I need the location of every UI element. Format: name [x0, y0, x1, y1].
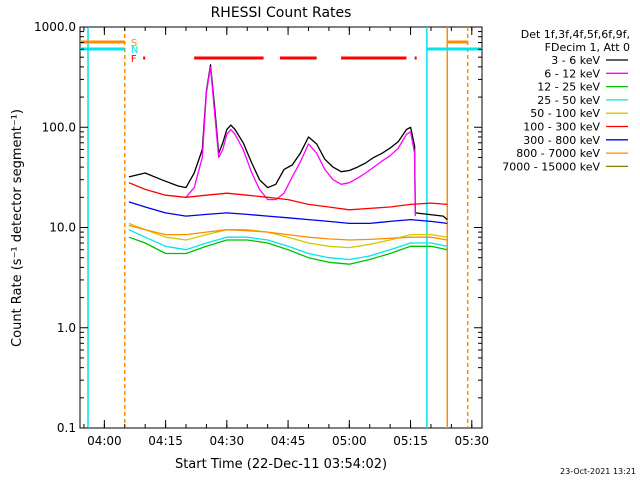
- flag-label-s: S: [131, 38, 137, 49]
- y-tick-label-2: 10.0: [49, 221, 76, 235]
- legend-entry-2: 12 - 25 keV: [537, 81, 600, 94]
- series-line-3: [128, 229, 448, 261]
- series-line-4: [128, 222, 448, 249]
- x-tick-label-5: 05:15: [393, 434, 428, 448]
- legend-header-1: FDecim 1, Att 0: [545, 41, 630, 54]
- legend-header-0: Det 1f,3f,4f,5f,6f,9f,: [521, 28, 630, 41]
- legend-entry-3: 25 - 50 keV: [537, 94, 600, 107]
- legend-entry-8: 7000 - 15000 keV: [502, 160, 600, 173]
- flag-label-f: F: [131, 54, 137, 65]
- legend-entry-7: 800 - 7000 keV: [516, 147, 600, 160]
- footer-date: 23-Oct-2021 13:21: [560, 467, 636, 476]
- x-tick-label-3: 04:45: [271, 434, 306, 448]
- x-axis: 04:00 04:15 04:30 04:45 05:00 05:15 05:30: [83, 27, 489, 448]
- legend-entry-6: 300 - 800 keV: [523, 134, 600, 147]
- x-tick-label-6: 05:30: [454, 434, 489, 448]
- y-axis: 0.1 1.0 10.0 100.0 1000.0: [34, 20, 482, 435]
- series-lines: [128, 64, 448, 265]
- legend: Det 1f,3f,4f,5f,6f,9f,FDecim 1, Att 03 -…: [502, 28, 630, 173]
- flag-bars: SNF: [80, 38, 482, 65]
- y-tick-label-3: 100.0: [42, 120, 76, 134]
- series-line-7: [128, 224, 448, 241]
- series-line-6: [128, 201, 448, 225]
- legend-entry-4: 50 - 100 keV: [530, 107, 600, 120]
- series-line-5: [128, 182, 448, 211]
- x-tick-label-2: 04:30: [210, 434, 245, 448]
- x-tick-label-0: 04:00: [87, 434, 122, 448]
- y-axis-label: Count Rate (s⁻¹ detector segment⁻¹): [10, 109, 25, 347]
- legend-entry-0: 3 - 6 keV: [551, 54, 600, 67]
- series-line-1: [185, 66, 416, 217]
- y-tick-label-4: 1000.0: [34, 20, 76, 34]
- series-line-2: [128, 236, 448, 265]
- legend-entry-5: 100 - 300 keV: [523, 121, 600, 134]
- x-tick-label-4: 05:00: [332, 434, 367, 448]
- vertical-markers: [87, 27, 469, 428]
- chart-title: RHESSI Count Rates: [211, 5, 352, 21]
- x-tick-label-1: 04:15: [148, 434, 183, 448]
- legend-entry-1: 6 - 12 keV: [544, 67, 600, 80]
- y-tick-label-1: 1.0: [57, 321, 76, 335]
- flag-label-n: N: [131, 45, 138, 56]
- y-tick-label-0: 0.1: [57, 421, 76, 435]
- x-axis-label: Start Time (22-Dec-11 03:54:02): [175, 457, 387, 472]
